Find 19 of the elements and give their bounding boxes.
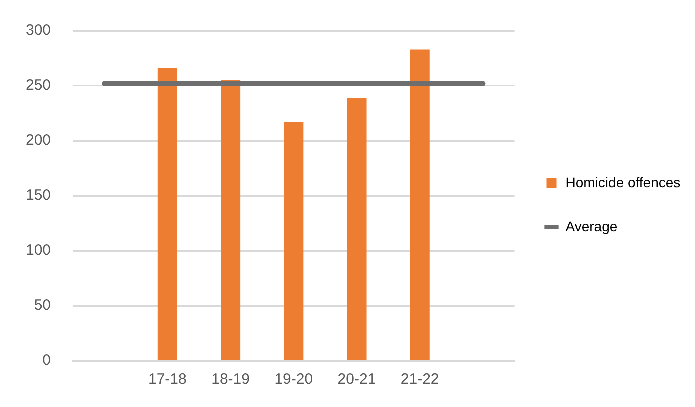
bar [221,80,241,360]
y-tick-label: 300 [26,22,52,40]
x-tick-label: 18-19 [212,371,250,388]
bar [158,68,178,360]
y-tick-label: 250 [26,77,52,94]
x-tick-label: 20-21 [338,371,376,388]
x-tick-label: 21-22 [400,371,440,388]
legend-label: Homicide offences [566,174,681,190]
legend-label: Average [566,218,618,234]
y-tick-label: 200 [26,132,52,150]
bar [410,50,430,360]
y-tick-label: 100 [26,242,52,260]
x-tick-label: 19-20 [274,371,314,388]
bar [284,122,304,360]
bar [347,98,367,360]
x-tick-label: 17-18 [148,371,187,388]
y-tick-label: 0 [42,352,52,370]
y-tick-label: 150 [26,187,52,204]
y-tick-label: 50 [34,297,52,314]
